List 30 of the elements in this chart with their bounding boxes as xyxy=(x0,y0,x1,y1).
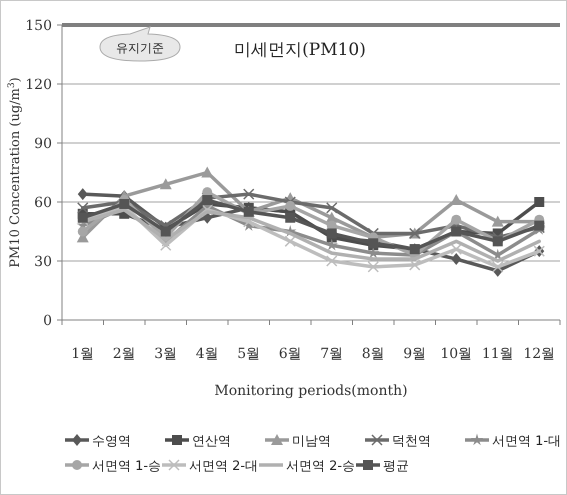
legend-label: 평균 xyxy=(383,459,409,474)
text: 미세먼지(PM10) xyxy=(234,40,366,60)
x-tick-label: 6월 xyxy=(278,346,302,362)
x-tick-label: 1월 xyxy=(71,346,94,362)
y-tick-label: 30 xyxy=(34,254,52,270)
x-tick-label: 12월 xyxy=(523,346,556,362)
x-tick-label: 5월 xyxy=(237,346,260,362)
x-axis-title: Monitoring periods(month) xyxy=(214,383,408,399)
legend-label: 서면역 2-승 xyxy=(286,459,356,474)
legend-label: 서면역 1-대 xyxy=(492,434,562,449)
x-tick-label: 2월 xyxy=(112,346,136,362)
y-tick-label: 90 xyxy=(34,136,52,152)
y-tick-label: 0 xyxy=(43,313,52,329)
y-tick-label: 120 xyxy=(25,77,52,93)
x-tick-label: 8월 xyxy=(362,346,385,362)
legend-label: 서면역 2-대 xyxy=(189,459,258,474)
x-tick-label: 7월 xyxy=(320,346,344,362)
ref-line-label: 유지기준 xyxy=(116,41,164,55)
x-tick-label: 4월 xyxy=(196,346,219,362)
x-tick-label: 10월 xyxy=(440,346,472,362)
x-tick-label: 9월 xyxy=(403,346,426,362)
legend-label: 서면역 1-승 xyxy=(92,459,162,474)
x-tick-label: 11월 xyxy=(482,346,514,362)
y-tick-label: 150 xyxy=(25,18,52,34)
legend-label: 수영역 xyxy=(92,434,131,449)
y-tick-label: 60 xyxy=(34,195,52,211)
legend-label: 덕천역 xyxy=(392,434,431,449)
legend-label: 미남역 xyxy=(292,434,331,449)
x-tick-label: 3월 xyxy=(154,346,178,362)
legend-label: 연산역 xyxy=(192,434,231,449)
